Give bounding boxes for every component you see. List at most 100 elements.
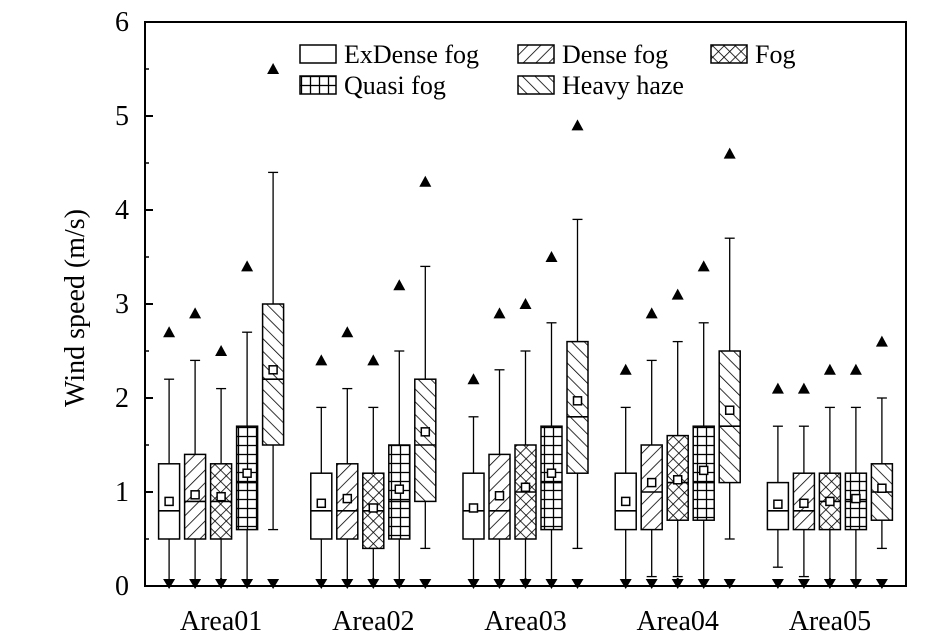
- y-tick-label: 0: [115, 571, 129, 602]
- legend-swatch: [517, 75, 555, 95]
- min-marker: [341, 579, 354, 589]
- max-marker: [823, 363, 836, 375]
- box-0-4: [261, 63, 285, 589]
- legend-label: ExDense fog: [344, 40, 479, 69]
- box-1-3: [388, 279, 411, 589]
- legend-label: Dense fog: [562, 40, 668, 69]
- mean-marker: [190, 490, 200, 500]
- max-marker: [215, 345, 228, 356]
- box-body: [718, 350, 741, 484]
- mean-marker: [646, 477, 657, 488]
- y-tick-label: 6: [115, 7, 129, 38]
- box-series-group: [157, 63, 894, 589]
- box-0-3: [235, 260, 259, 589]
- mean-marker: [724, 405, 735, 415]
- mean-marker: [164, 496, 174, 507]
- legend-swatch: [299, 75, 337, 95]
- legend: ExDense fog Dense fog Fog Quasi fog Heavy ha…: [299, 40, 795, 100]
- y-tick-label: 4: [115, 195, 129, 226]
- legend-item: Dense fog: [517, 40, 668, 69]
- legend-label: Quasi fog: [344, 71, 446, 100]
- min-marker: [393, 579, 406, 589]
- box-4-4: [870, 335, 894, 589]
- mean-marker: [572, 396, 583, 406]
- box-4-3: [844, 363, 868, 589]
- mean-marker: [672, 475, 683, 485]
- y-tick-label: 1: [115, 477, 129, 508]
- box-0-2: [209, 345, 233, 589]
- mean-marker: [773, 499, 783, 509]
- min-marker: [467, 579, 480, 589]
- mean-marker: [620, 496, 631, 507]
- min-marker: [163, 579, 176, 589]
- y-tick-label: 5: [115, 101, 129, 132]
- min-marker: [267, 579, 280, 589]
- x-tick-label: Area05: [789, 606, 871, 637]
- legend-label: Heavy haze: [562, 71, 684, 100]
- legend-swatch: [710, 44, 748, 64]
- legend-item: ExDense fog: [299, 40, 479, 69]
- min-marker: [215, 579, 228, 589]
- x-tick-label: Area01: [180, 606, 262, 637]
- box-3-2: [666, 288, 689, 589]
- box-0-0: [157, 326, 181, 589]
- mean-marker: [825, 496, 835, 507]
- legend-swatch: [299, 44, 337, 64]
- box-2-1: [488, 307, 511, 589]
- legend-item: Heavy haze: [517, 71, 684, 100]
- mean-marker: [468, 503, 479, 513]
- min-marker: [367, 579, 380, 589]
- box-4-1: [792, 382, 816, 589]
- min-marker: [571, 579, 584, 589]
- mean-marker: [368, 503, 379, 513]
- mean-marker: [698, 465, 709, 476]
- max-marker: [493, 307, 506, 319]
- box-0-1: [183, 307, 207, 589]
- min-marker: [619, 579, 632, 589]
- mean-marker: [342, 493, 353, 504]
- box-2-4: [566, 119, 589, 589]
- mean-marker: [799, 498, 809, 509]
- x-tick-label: Area03: [484, 606, 566, 637]
- y-tick-label: 3: [115, 289, 129, 320]
- max-marker: [341, 326, 354, 338]
- min-marker: [645, 579, 658, 589]
- min-marker: [241, 579, 254, 589]
- mean-marker: [242, 468, 252, 478]
- max-marker: [163, 326, 176, 338]
- min-marker: [771, 579, 784, 589]
- y-axis: 0 1 2 3 4 5 6: [115, 7, 153, 602]
- min-marker: [875, 579, 888, 589]
- max-marker: [545, 251, 558, 262]
- max-marker: [723, 147, 736, 159]
- box-1-4: [414, 175, 437, 589]
- box-4-0: [766, 382, 790, 589]
- min-marker: [797, 579, 810, 589]
- max-marker: [315, 354, 328, 366]
- max-marker: [241, 260, 254, 272]
- box-3-3: [692, 260, 715, 589]
- box-1-0: [310, 354, 333, 589]
- max-marker: [393, 279, 406, 291]
- min-marker: [419, 579, 432, 589]
- min-marker: [315, 579, 328, 589]
- max-marker: [519, 298, 532, 309]
- mean-marker: [494, 491, 505, 501]
- box-4-2: [818, 363, 842, 589]
- mean-marker: [394, 484, 405, 494]
- mean-marker: [420, 427, 431, 437]
- mean-marker: [851, 493, 861, 504]
- min-marker: [493, 579, 506, 589]
- y-tick-label: 2: [115, 383, 129, 414]
- min-marker: [849, 579, 862, 589]
- legend-label: Fog: [755, 40, 795, 69]
- min-marker: [519, 579, 532, 589]
- box-2-3: [540, 251, 563, 589]
- box-2-0: [462, 373, 485, 589]
- min-marker: [723, 579, 736, 589]
- box-body: [566, 340, 589, 474]
- max-marker: [367, 354, 380, 366]
- mean-marker: [316, 498, 327, 509]
- mean-marker: [877, 483, 887, 493]
- legend-item: Fog: [710, 40, 795, 69]
